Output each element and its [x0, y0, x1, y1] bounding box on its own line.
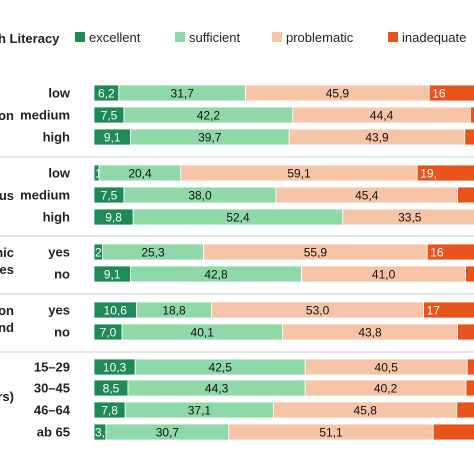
data-label: 53,0 [306, 304, 330, 318]
data-label: 7,0 [100, 326, 117, 340]
group-label: atus [0, 188, 14, 203]
data-label: 51,1 [319, 426, 343, 440]
data-label: 6,2 [98, 87, 115, 101]
data-label: 45,9 [326, 87, 350, 101]
data-label: 17 [427, 304, 441, 318]
bar-segment-problematic [342, 208, 474, 226]
category-label: low [48, 86, 71, 101]
bar-segment-inadequate [466, 358, 474, 376]
bar-segment-inadequate [426, 243, 474, 261]
legend-title: h Literacy [0, 31, 60, 46]
bar-segment-inadequate [464, 128, 474, 146]
bar-segment-inadequate [469, 106, 474, 124]
bar-segment-inadequate [465, 265, 474, 283]
category-label: no [54, 267, 70, 282]
bar-segment-inadequate [456, 401, 474, 419]
legend-swatch-inadequate [388, 32, 398, 42]
group-label: tion [0, 303, 14, 318]
data-label: 42,5 [209, 361, 233, 375]
category-label: yes [48, 303, 70, 318]
group-label: on [0, 108, 14, 123]
data-label: 41,0 [372, 268, 396, 282]
legend-swatch-problematic [272, 32, 282, 42]
data-label: 44,4 [370, 109, 394, 123]
data-label: 9,1 [104, 131, 121, 145]
group-label: rs) [0, 389, 14, 404]
data-label: 19, [420, 167, 437, 181]
category-label: 30–45 [34, 381, 70, 396]
data-label: 30,7 [156, 426, 180, 440]
data-label: 8,5 [103, 382, 120, 396]
data-label: 20,4 [128, 167, 152, 181]
category-label: 15–29 [34, 360, 70, 375]
data-label: 42,2 [197, 109, 221, 123]
group-label: und [0, 320, 14, 335]
data-label: 42,8 [204, 268, 228, 282]
data-label: 7,5 [101, 189, 118, 203]
bar-segment-inadequate [465, 379, 474, 397]
legend-label-excellent: excellent [89, 30, 141, 45]
data-label: 59,1 [287, 167, 311, 181]
data-label: 45,8 [354, 404, 378, 418]
bar-segment-inadequate [457, 323, 474, 341]
data-label: 45,4 [355, 189, 379, 203]
data-label: 55,9 [304, 246, 328, 260]
category-label: medium [20, 108, 70, 123]
category-label: high [43, 130, 70, 145]
category-label: yes [48, 245, 70, 260]
data-label: 40,5 [375, 361, 399, 375]
data-label: 10,6 [104, 304, 128, 318]
data-label: 38,0 [188, 189, 212, 203]
legend-label-problematic: problematic [286, 30, 354, 45]
legend-swatch-sufficient [175, 32, 185, 42]
legend-label-sufficient: sufficient [189, 30, 240, 45]
data-label: 7,5 [101, 109, 118, 123]
legend-swatch-excellent [75, 32, 85, 42]
data-label: 33,5 [398, 211, 422, 225]
category-label: low [48, 166, 71, 181]
data-label: 40,1 [191, 326, 215, 340]
data-label: 25,3 [141, 246, 165, 260]
category-label: high [43, 210, 70, 225]
category-label: no [54, 325, 70, 340]
data-label: 9,8 [105, 211, 122, 225]
bar-segment-inadequate [457, 186, 474, 204]
data-label: 18,8 [162, 304, 186, 318]
data-label: 52,4 [226, 211, 250, 225]
data-label: 10,3 [103, 361, 127, 375]
data-label: 39,7 [198, 131, 222, 145]
data-label: 43,9 [365, 131, 389, 145]
data-label: 16 [430, 246, 444, 260]
bar-segment-inadequate [416, 164, 474, 182]
group-label: eases [0, 262, 14, 277]
group-label: ronic [0, 245, 14, 260]
data-label: 43,8 [358, 326, 382, 340]
data-label: 44,3 [205, 382, 229, 396]
bar-segment-inadequate [423, 301, 474, 319]
data-label: 16 [432, 87, 446, 101]
data-label: 40,2 [374, 382, 398, 396]
data-label: 37,1 [188, 404, 212, 418]
data-label: 7,8 [101, 404, 118, 418]
bar-segment-inadequate [432, 423, 474, 441]
bar-segment-inadequate [428, 84, 474, 102]
category-label: medium [20, 188, 70, 203]
legend-label-inadequate: inadequate [402, 30, 466, 45]
category-label: 46–64 [34, 403, 71, 418]
data-label: 31,7 [171, 87, 195, 101]
data-label: 9,1 [104, 268, 121, 282]
category-label: ab 65 [37, 425, 70, 440]
